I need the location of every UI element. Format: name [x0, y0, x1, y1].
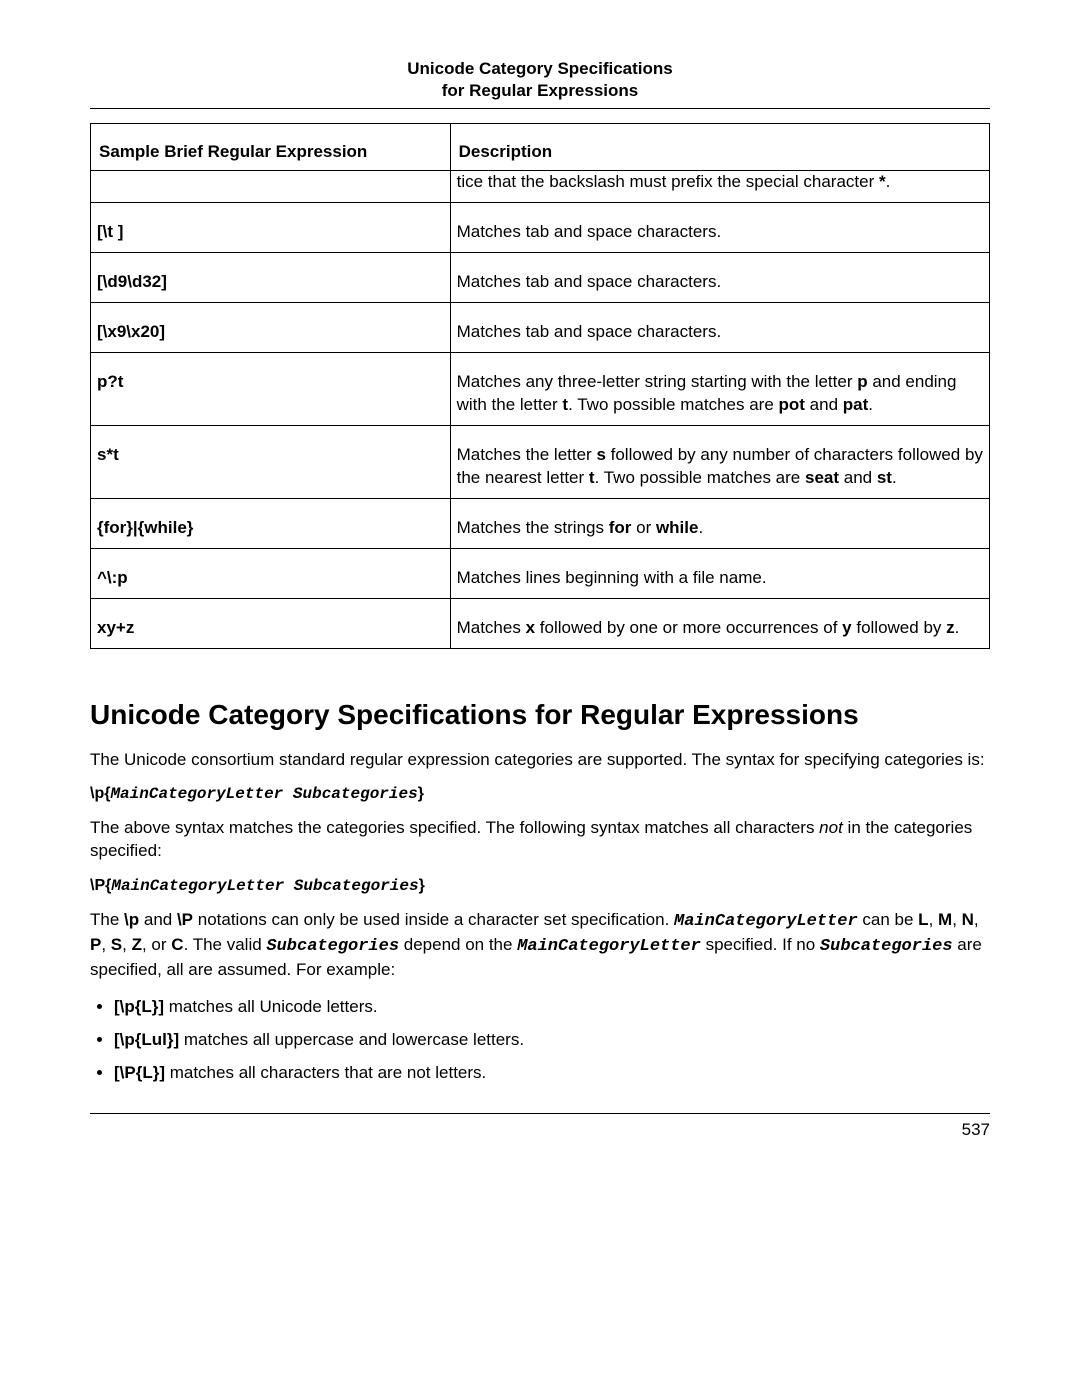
footer: 537 — [90, 1113, 990, 1140]
table-cell-expr: {for}|{while} — [91, 498, 451, 548]
section-title: Unicode Category Specifications for Regu… — [90, 699, 990, 731]
syntax2-suffix: } — [419, 877, 425, 894]
table-row: [\t ]Matches tab and space characters. — [91, 203, 990, 253]
table-row: p?tMatches any three-letter string start… — [91, 352, 990, 425]
syntax2-prefix: \P{ — [90, 877, 111, 894]
table-cell-expr: ^\:p — [91, 548, 451, 598]
table-cell-desc: Matches the strings for or while. — [450, 498, 989, 548]
table-header-desc: Description — [450, 124, 989, 171]
table-cell-expr: [\t ] — [91, 203, 451, 253]
page: Unicode Category Specifications for Regu… — [0, 0, 1080, 1397]
table-row: xy+zMatches x followed by one or more oc… — [91, 598, 990, 648]
syntax1-var: MainCategoryLetter Subcategories — [110, 785, 417, 803]
table-row: ^\:pMatches lines beginning with a file … — [91, 548, 990, 598]
table-cell-expr: s*t — [91, 425, 451, 498]
page-number: 537 — [90, 1120, 990, 1140]
table-row: s*tMatches the letter s followed by any … — [91, 425, 990, 498]
table-header-expr: Sample Brief Regular Expression — [91, 124, 451, 171]
syntax1-suffix: } — [418, 785, 424, 802]
list-item: [\P{L}] matches all characters that are … — [114, 1062, 990, 1085]
syntax1-prefix: \p{ — [90, 785, 110, 802]
table-cell-expr: p?t — [91, 352, 451, 425]
syntax-line-1: \p{MainCategoryLetter Subcategories} — [90, 785, 990, 803]
table-cell-desc: Matches any three-letter string starting… — [450, 352, 989, 425]
table-row: [\x9\x20]Matches tab and space character… — [91, 303, 990, 353]
table-cell-expr — [91, 171, 451, 203]
page-header: Unicode Category Specifications for Regu… — [90, 58, 990, 109]
syntax-line-2: \P{MainCategoryLetter Subcategories} — [90, 877, 990, 895]
header-line-1: Unicode Category Specifications — [90, 58, 990, 80]
header-line-2: for Regular Expressions — [90, 80, 990, 102]
table-cell-desc: tice that the backslash must prefix the … — [450, 171, 989, 203]
regex-table: Sample Brief Regular Expression Descript… — [90, 123, 990, 648]
table-row-continuation: tice that the backslash must prefix the … — [91, 171, 990, 203]
table-cell-desc: Matches tab and space characters. — [450, 253, 989, 303]
table-cell-desc: Matches tab and space characters. — [450, 303, 989, 353]
bullets-list: [\p{L}] matches all Unicode letters. [\p{… — [90, 996, 990, 1085]
syntax2-var: MainCategoryLetter Subcategories — [111, 877, 418, 895]
table-header-row: Sample Brief Regular Expression Descript… — [91, 124, 990, 171]
table-cell-desc: Matches lines beginning with a file name… — [450, 548, 989, 598]
table-cell-expr: [\d9\d32] — [91, 253, 451, 303]
table-cell-desc: Matches tab and space characters. — [450, 203, 989, 253]
table-cell-expr: [\x9\x20] — [91, 303, 451, 353]
table-row: {for}|{while}Matches the strings for or … — [91, 498, 990, 548]
section-para-3: The \p and \P notations can only be used… — [90, 909, 990, 982]
list-item: [\p{Lul}] matches all uppercase and lowe… — [114, 1029, 990, 1052]
section-para-2: The above syntax matches the categories … — [90, 817, 990, 863]
table-body: tice that the backslash must prefix the … — [91, 171, 990, 648]
table-cell-desc: Matches x followed by one or more occurr… — [450, 598, 989, 648]
list-item: [\p{L}] matches all Unicode letters. — [114, 996, 990, 1019]
section-para-1: The Unicode consortium standard regular … — [90, 749, 990, 772]
table-cell-desc: Matches the letter s followed by any num… — [450, 425, 989, 498]
table-cell-expr: xy+z — [91, 598, 451, 648]
table-row: [\d9\d32]Matches tab and space character… — [91, 253, 990, 303]
